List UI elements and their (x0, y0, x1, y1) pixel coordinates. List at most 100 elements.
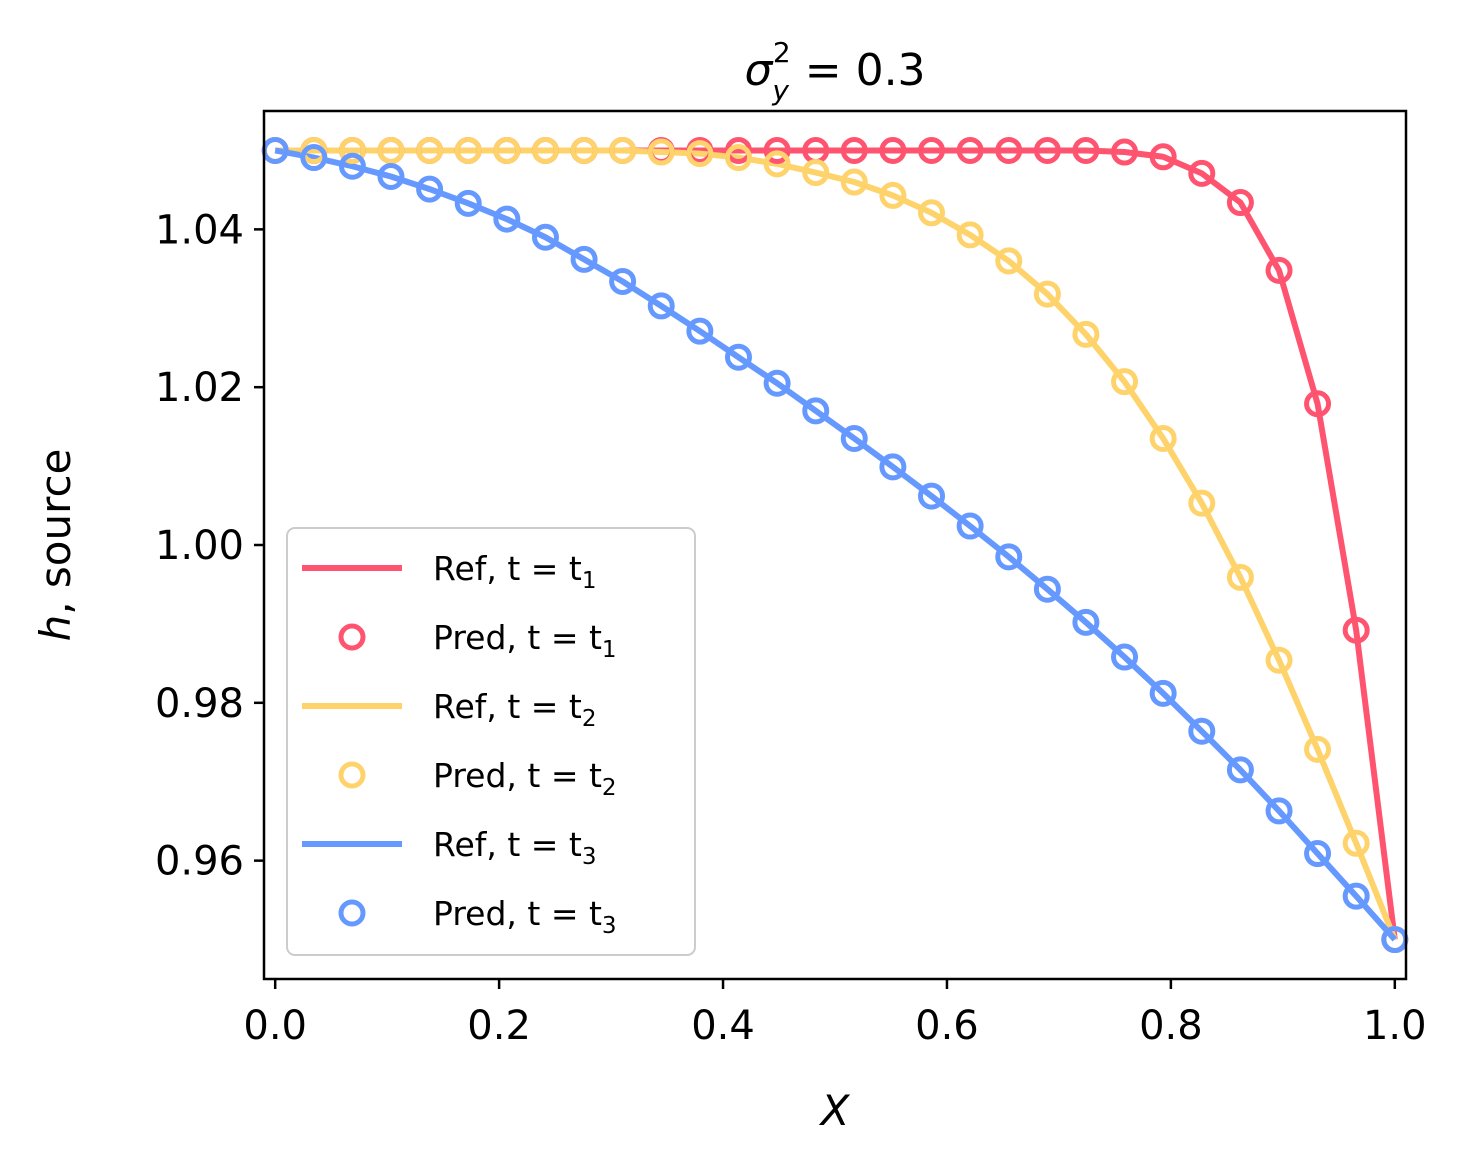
pred-point-t3 (338, 152, 366, 180)
pred-point-t2 (1033, 280, 1061, 308)
pred-point-t2 (1149, 424, 1177, 452)
chart-title: σy 2 = 0.3 (744, 36, 925, 107)
pred-point-t1 (918, 136, 946, 164)
pred-point-t1 (956, 136, 984, 164)
pred-point-t2 (840, 168, 868, 196)
pred-point-t2 (531, 136, 559, 164)
pred-point-t1 (1265, 256, 1293, 284)
title-rest: = 0.3 (791, 45, 926, 96)
pred-point-t3 (724, 343, 752, 371)
pred-point-t3 (609, 267, 637, 295)
pred-point-t2 (1188, 489, 1216, 517)
legend-entries: Ref, t = t1 Pred, t = t1 Ref, t = t2 Pred, … (302, 549, 617, 939)
pred-point-t2 (1304, 735, 1332, 763)
x-tick-label: 0.0 (243, 1003, 307, 1049)
pred-point-t3 (416, 175, 444, 203)
ref-line-t2 (275, 147, 1398, 941)
pred-point-t3 (956, 512, 984, 540)
series-markers (261, 136, 1409, 954)
pred-point-t3 (531, 223, 559, 251)
pred-point-t3 (493, 205, 521, 233)
pred-point-t2 (609, 136, 637, 164)
x-axis-label: X (819, 1086, 851, 1135)
pred-point-t1 (1111, 138, 1139, 166)
pred-point-t3 (840, 424, 868, 452)
pred-point-t2 (1111, 368, 1139, 396)
pred-point-t1 (840, 136, 868, 164)
y-tick-label: 0.98 (155, 681, 244, 727)
y-tick-label: 1.02 (155, 365, 244, 411)
pred-point-t1 (1342, 616, 1370, 644)
pred-point-t3 (454, 189, 482, 217)
y-axis: 0.96 0.98 1.00 1.02 1.04 (155, 207, 264, 885)
pred-point-t1 (1033, 136, 1061, 164)
pred-point-t2 (918, 199, 946, 227)
y-tick-label: 1.00 (155, 523, 244, 569)
pred-point-t3 (995, 543, 1023, 571)
legend-label-ref-t1: Ref, t = t1 (433, 549, 597, 594)
y-tick-label: 1.04 (155, 207, 244, 253)
pred-point-t2 (1072, 320, 1100, 348)
legend: Ref, t = t1 Pred, t = t1 Ref, t = t2 Pred, … (286, 527, 696, 956)
pred-point-t2 (879, 181, 907, 209)
legend-marker-t2 (338, 761, 366, 789)
pred-point-t2 (686, 140, 714, 168)
pred-point-t3 (1342, 882, 1370, 910)
pred-point-t3 (1111, 643, 1139, 671)
pred-point-t3 (802, 397, 830, 425)
pred-point-t1 (1226, 189, 1254, 217)
pred-point-t2 (338, 136, 366, 164)
x-axis: 0.0 0.2 0.4 0.6 0.8 1.0 (243, 979, 1427, 1049)
pred-point-t3 (1033, 575, 1061, 603)
pred-point-t3 (1304, 840, 1332, 868)
pred-point-t3 (377, 162, 405, 190)
legend-box (286, 527, 696, 956)
y-axis-label: h, source (31, 449, 80, 642)
x-tick-label: 1.0 (1363, 1003, 1427, 1049)
legend-label-pred-t1: Pred, t = t1 (433, 618, 617, 663)
pred-point-t2 (1226, 563, 1254, 591)
pred-point-t2 (724, 144, 752, 172)
legend-label-ref-t2: Ref, t = t2 (433, 687, 597, 732)
pred-point-t2 (377, 136, 405, 164)
pred-point-t3 (879, 453, 907, 481)
pred-point-t1 (995, 136, 1023, 164)
pred-point-t2 (1342, 829, 1370, 857)
pred-point-t2 (1265, 646, 1293, 674)
pred-point-t2 (802, 159, 830, 187)
legend-label-ref-t3: Ref, t = t3 (433, 825, 597, 870)
title-sub: y (771, 74, 789, 107)
pred-point-t3 (763, 369, 791, 397)
pred-point-t3 (1265, 797, 1293, 825)
pred-point-t1 (879, 136, 907, 164)
pred-point-t3 (918, 482, 946, 510)
y-label-h: h (31, 615, 80, 642)
title-sigma: σ (744, 45, 773, 96)
pred-point-t2 (956, 221, 984, 249)
pred-point-t1 (1149, 143, 1177, 171)
y-label-rest: , source (31, 449, 80, 615)
legend-marker-t3 (338, 899, 366, 927)
legend-label-pred-t3: Pred, t = t3 (433, 894, 617, 939)
x-tick-label: 0.2 (467, 1003, 531, 1049)
pred-point-t2 (995, 247, 1023, 275)
y-tick-label: 0.96 (155, 839, 244, 885)
pred-point-t1 (1188, 159, 1216, 187)
pred-point-t3 (1226, 756, 1254, 784)
x-tick-label: 0.6 (915, 1003, 979, 1049)
x-tick-label: 0.4 (691, 1003, 755, 1049)
pred-point-t2 (570, 136, 598, 164)
pred-point-t1 (1072, 136, 1100, 164)
pred-point-t2 (454, 136, 482, 164)
legend-label-pred-t2: Pred, t = t2 (433, 756, 617, 801)
title-sup: 2 (773, 36, 791, 69)
pred-point-t2 (647, 138, 675, 166)
pred-point-t3 (570, 245, 598, 273)
pred-point-t3 (1149, 679, 1177, 707)
pred-point-t2 (493, 136, 521, 164)
pred-point-t3 (647, 292, 675, 320)
pred-point-t3 (686, 317, 714, 345)
legend-marker-t1 (338, 623, 366, 651)
x-tick-label: 0.8 (1139, 1003, 1203, 1049)
